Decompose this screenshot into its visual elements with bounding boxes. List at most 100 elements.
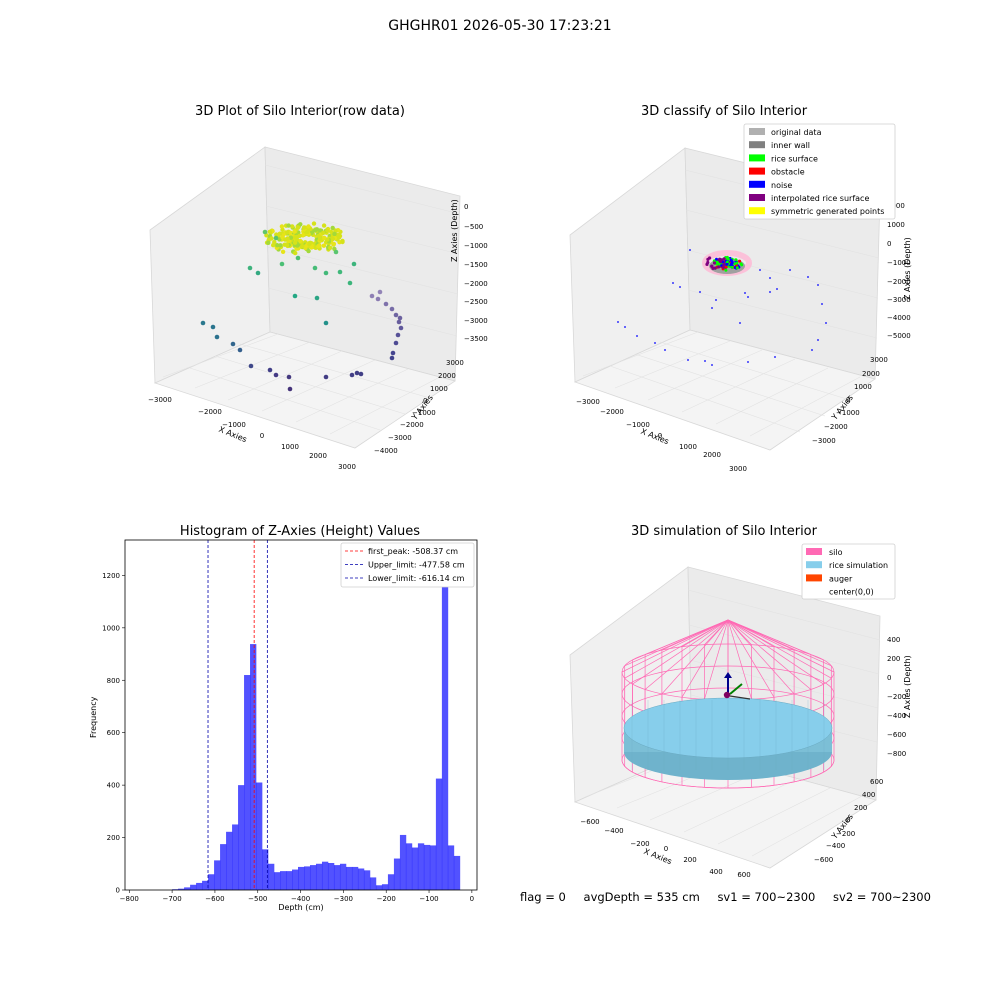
classify-legend-swatch	[749, 207, 765, 215]
raw-data-point	[311, 221, 317, 226]
simulation-xtick-label: −400	[604, 827, 623, 835]
silo-roof-wire	[661, 619, 729, 695]
histogram-ytick-label: 1200	[102, 572, 120, 580]
raw-data-point	[333, 228, 338, 233]
classify-panel-title: 3D classify of Silo Interior	[640, 104, 808, 119]
status-avg-depth: avgDepth = 535 cm	[583, 890, 700, 904]
status-sv1: sv1 = 700~2300	[717, 890, 816, 904]
classify-legend-swatch	[749, 154, 765, 162]
simulation-legend-swatch	[806, 574, 822, 582]
simulation-panel-title: 3D simulation of Silo Interior	[631, 524, 817, 539]
simulation-zaxis-label: Z Axies (Depth)	[903, 655, 912, 718]
classify-legend-label: original data	[771, 128, 822, 137]
raw-data-point	[337, 235, 342, 240]
raw-xtick-label: −1000	[222, 421, 246, 429]
silo-roof-wire	[681, 619, 729, 698]
classify-point	[725, 260, 729, 264]
classify-noise-point	[711, 307, 713, 309]
classify-xtick-label: 0	[658, 432, 662, 440]
raw-data-point	[301, 225, 307, 230]
simulation-legend: silo rice simulation auger center(0,0)	[801, 543, 896, 600]
raw-data-point	[280, 249, 286, 254]
histogram-ytick-label: 0	[116, 887, 120, 895]
classify-noise-point	[687, 359, 689, 361]
classify-noise-point	[769, 291, 771, 293]
classify-noise-point	[817, 339, 819, 341]
classify-ztick-label: −4000	[887, 314, 911, 322]
raw-xtick-label: 1000	[281, 443, 299, 451]
histogram-bar	[351, 866, 359, 890]
raw-data-point	[337, 269, 343, 275]
classify-ytick-label: 1000	[854, 383, 872, 391]
raw-ztick-label: −3000	[464, 317, 488, 325]
classify-point	[724, 265, 728, 269]
silo-roof-wire	[727, 619, 775, 698]
classify-point	[725, 255, 729, 259]
simulation-ztick-label: −400	[887, 712, 906, 720]
raw-data-point	[358, 371, 364, 377]
simulation-ztick-label: 0	[887, 674, 891, 682]
classify-point	[730, 260, 734, 264]
classify-xtick-label: 3000	[729, 465, 747, 473]
raw-data-point	[255, 270, 261, 276]
raw-data-point	[351, 261, 357, 267]
raw-data-point	[389, 355, 395, 361]
histogram-bar	[214, 860, 221, 890]
simulation-xtick-label: 0	[664, 845, 668, 853]
raw-data-point	[273, 235, 279, 241]
raw-data-point	[210, 324, 216, 330]
raw-data-point	[287, 386, 293, 392]
raw-data-point	[375, 296, 381, 302]
raw-data-point	[214, 334, 220, 340]
histogram-bar	[196, 882, 203, 890]
histogram-bar	[190, 884, 197, 890]
histogram-bar	[262, 849, 269, 890]
raw-data-point	[288, 230, 293, 235]
raw-data-point	[269, 236, 274, 241]
histogram-bar	[315, 863, 323, 890]
classify-noise-point	[747, 361, 749, 363]
raw-data-point	[330, 225, 335, 231]
silo-roof-wire	[661, 619, 729, 651]
raw-data-point	[290, 224, 295, 229]
silo-roof-wire	[727, 619, 775, 648]
simulation-legend-frame	[801, 543, 896, 600]
classify-noise-point	[817, 284, 819, 286]
classify-noise-point	[715, 299, 717, 301]
raw-data-point	[278, 243, 283, 248]
raw-data-point	[292, 293, 298, 299]
histogram-bar	[184, 887, 191, 890]
histogram-xtick-label: −300	[334, 895, 353, 903]
figure-title: GHGHR01 2026-05-30 17:23:21	[388, 18, 612, 34]
raw-ytick-label: 0	[423, 397, 427, 405]
histogram-legend-label: Upper_limit: -477.58 cm	[368, 561, 465, 570]
classify-point	[725, 262, 729, 266]
classify-point	[715, 262, 719, 266]
classify-point	[722, 262, 726, 266]
raw-ztick-label: 0	[464, 203, 468, 211]
raw-data-point	[279, 261, 285, 267]
raw-data-point	[340, 239, 345, 245]
classify-xtick-label: 2000	[703, 451, 721, 459]
histogram-bar	[381, 884, 389, 890]
simulation-xtick-label: −600	[580, 818, 599, 826]
classify-point	[739, 262, 743, 266]
status-sv2: sv2 = 700~2300	[833, 890, 931, 904]
classify-legend-label: noise	[771, 181, 792, 190]
classify-ztick-label: −1000	[887, 259, 911, 267]
raw-data-point	[323, 270, 329, 276]
classify-noise-point	[636, 335, 638, 337]
histogram-bar	[238, 785, 245, 890]
auger-arrow	[724, 672, 732, 678]
simulation-ztick-label: 200	[887, 655, 900, 663]
raw-data-point	[273, 372, 279, 378]
raw-data-point	[333, 249, 339, 255]
classify-ytick-label: 3000	[870, 356, 888, 364]
simulation-ytick-label: 0	[846, 816, 850, 824]
raw-data-point	[393, 340, 399, 346]
raw-data-point	[347, 280, 353, 286]
raw-xtick-label: −3000	[148, 396, 172, 404]
histogram-xtick-label: 0	[470, 895, 474, 903]
raw-data-point	[321, 235, 326, 241]
